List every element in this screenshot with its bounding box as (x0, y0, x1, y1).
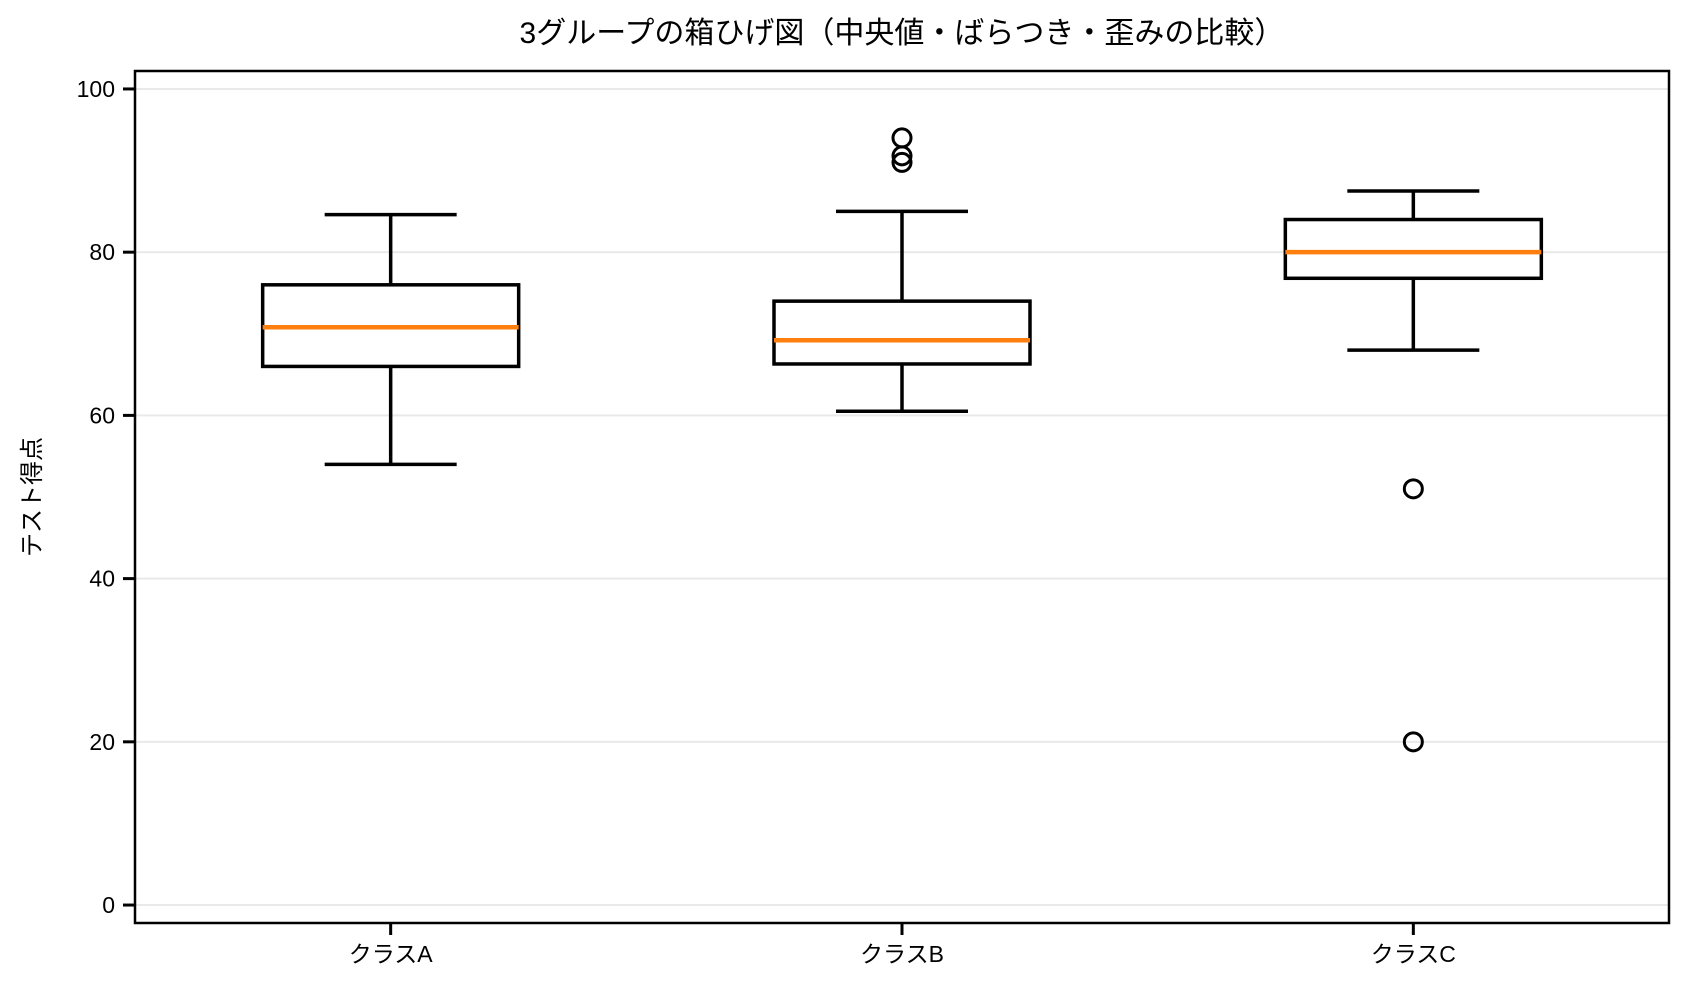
box-group-2 (1283, 189, 1544, 753)
y-tick-label-0: 0 (102, 892, 115, 918)
outlier-point-0 (1402, 478, 1424, 500)
box-group-1 (772, 127, 1032, 414)
box-group-0 (260, 212, 521, 467)
box-rect (1283, 217, 1544, 281)
x-tick-label-2: クラスC (1371, 941, 1456, 967)
y-tick-label-80: 80 (89, 239, 115, 265)
outlier-point-2 (891, 127, 913, 149)
box-rect (772, 299, 1032, 366)
y-axis-label: テスト得点 (19, 437, 46, 557)
outlier-point-0 (891, 151, 913, 173)
y-tick-label-60: 60 (89, 402, 115, 428)
plot-frame (133, 69, 1671, 925)
chart-title: 3グループの箱ひげ図（中央値・ばらつき・歪みの比較） (520, 17, 1285, 50)
outlier-point-1 (1402, 731, 1424, 753)
y-tick-label-40: 40 (89, 566, 115, 592)
y-tick-label-100: 100 (77, 76, 115, 102)
x-tick-label-0: クラスA (349, 941, 434, 967)
x-tick-label-1: クラスB (860, 941, 944, 967)
y-tick-label-20: 20 (89, 729, 115, 755)
box-layer (260, 127, 1544, 753)
axis-layer: 0 20 40 60 80 100 クラスA クラスB クラスC (77, 76, 1456, 967)
